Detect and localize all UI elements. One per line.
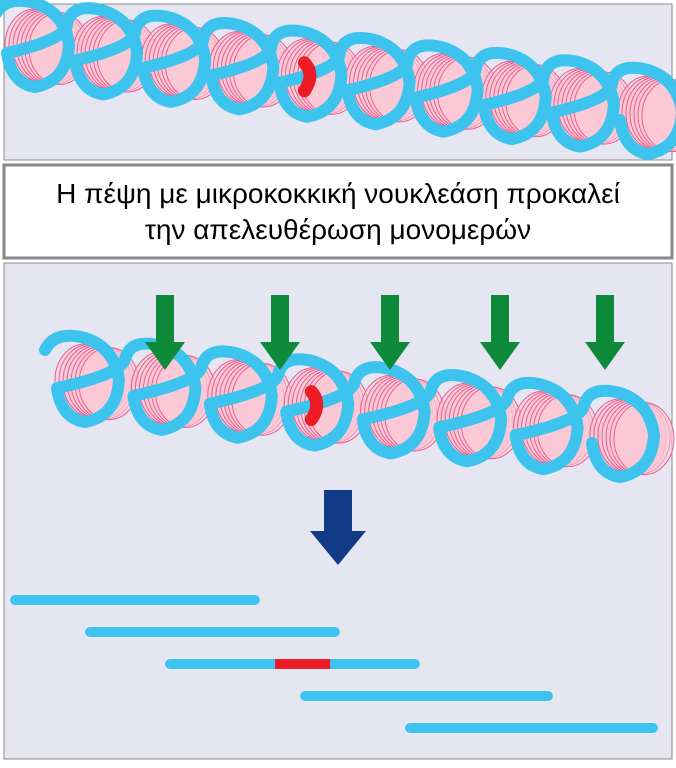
fiber-bottom-marker: [311, 392, 317, 420]
diagram-svg: Η πέψη με μικροκοκκική νουκλεάση προκαλε…: [0, 0, 676, 763]
caption-line-2: την απελευθέρωση μονομερών: [145, 214, 531, 245]
fiber-top-marker: [304, 63, 310, 91]
diagram-canvas: Η πέψη με μικροκοκκική νουκλεάση προκαλε…: [0, 0, 676, 763]
caption-line-1: Η πέψη με μικροκοκκική νουκλεάση προκαλε…: [56, 178, 620, 209]
